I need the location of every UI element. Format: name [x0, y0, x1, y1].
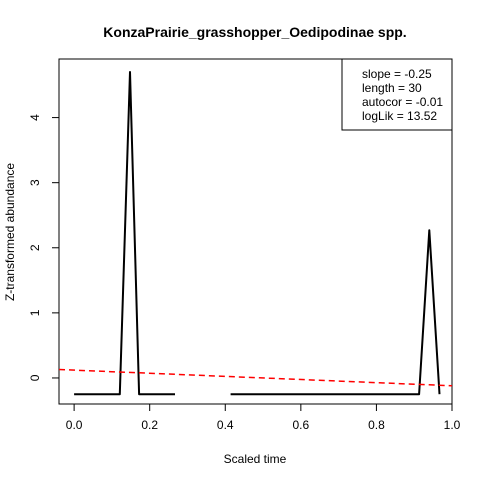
legend-entry: logLik = 13.52	[362, 109, 437, 123]
legend-entry: slope = -0.25	[362, 67, 432, 81]
plot-frame	[58, 58, 453, 405]
y-tick-label: 3	[28, 179, 42, 186]
abundance-series-line	[230, 229, 441, 396]
x-axis-label: Scaled time	[224, 452, 287, 466]
x-tick-label: 0.8	[368, 418, 385, 432]
legend-box	[341, 58, 453, 131]
chart-title: KonzaPrairie_grasshopper_Oedipodinae spp…	[103, 24, 406, 40]
x-axis: 0.0 0.2 0.4 0.6 0.8 1.0	[66, 404, 461, 432]
x-tick-label: 0.0	[66, 418, 83, 432]
y-tick-label: 4	[28, 114, 42, 121]
y-axis-label: Z-transformed abundance	[3, 163, 17, 301]
x-tick-label: 0.2	[141, 418, 158, 432]
abundance-series-line	[74, 71, 175, 396]
y-tick-label: 2	[28, 244, 42, 251]
legend-entry: autocor = -0.01	[362, 95, 443, 109]
x-tick-label: 0.6	[293, 418, 310, 432]
y-tick-label: 0	[28, 374, 42, 381]
series-layer	[58, 71, 453, 396]
x-tick-label: 1.0	[444, 418, 461, 432]
legend-entry: length = 30	[362, 81, 422, 95]
y-axis: 0 1 2 3 4	[28, 114, 59, 381]
trend-line	[58, 368, 453, 387]
y-tick-label: 1	[28, 309, 42, 316]
x-tick-label: 0.4	[217, 418, 234, 432]
